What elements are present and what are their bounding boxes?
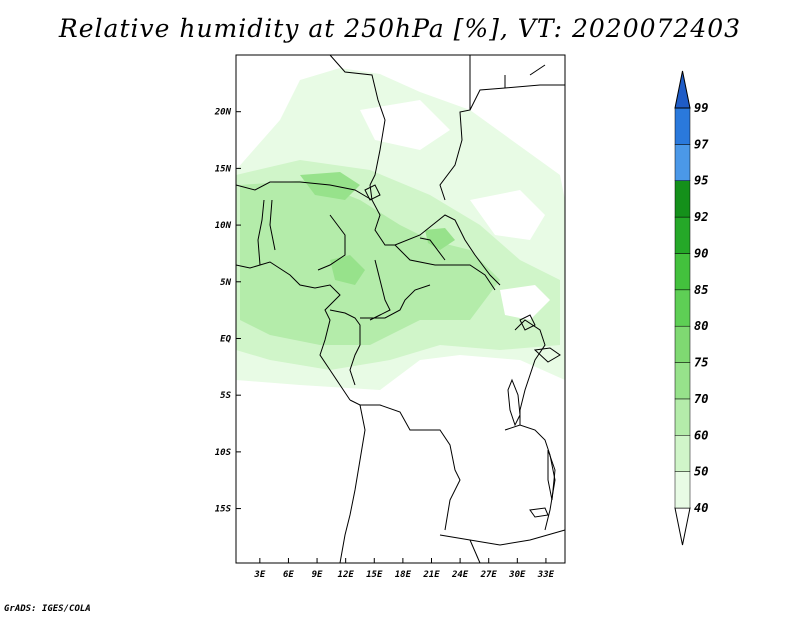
lon-tick-label: 33E	[537, 570, 555, 580]
colorbar-segment	[674, 289, 691, 327]
colorbar: 40 50 60 70 75 80 85 90 92 95 97 99	[674, 70, 709, 546]
longitude-axis: 3E 6E 9E 12E 15E 18E 21E 24E 27E 30E 33E	[253, 558, 555, 580]
colorbar-segment	[674, 216, 691, 254]
lat-tick-label: 15S	[215, 505, 232, 515]
colorbar-segment	[674, 398, 691, 436]
colorbar-segment	[674, 107, 691, 145]
colorbar-label: 50	[694, 465, 708, 479]
lon-tick-label: 27E	[480, 570, 498, 580]
colorbar-segment	[674, 435, 691, 472]
map-title: Relative humidity at 250hPa [%], VT: 202…	[58, 14, 742, 43]
colorbar-segment	[674, 144, 691, 181]
colorbar-label: 60	[694, 428, 708, 442]
colorbar-label: 92	[694, 210, 708, 224]
humidity-zone-dry-2	[500, 285, 550, 320]
lat-tick-label: 5N	[220, 278, 231, 288]
latitude-axis: 20N 15N 10N 5N EQ 5S 10S 15S	[214, 108, 241, 515]
lat-tick-label: 15N	[215, 164, 232, 174]
lat-tick-label: 20N	[214, 108, 232, 118]
colorbar-label: 40	[694, 501, 708, 515]
lat-tick-label: EQ	[220, 334, 231, 344]
colorbar-label: 70	[694, 392, 708, 406]
humidity-zone-high-3	[425, 228, 455, 250]
lat-tick-label: 10N	[215, 221, 232, 231]
colorbar-segment	[674, 325, 691, 363]
lon-tick-label: 15E	[366, 570, 383, 580]
humidity-zone-high-1	[300, 172, 360, 200]
colorbar-label: 80	[694, 319, 708, 333]
lon-tick-label: 21E	[422, 570, 440, 580]
lon-tick-label: 12E	[338, 570, 355, 580]
lon-tick-label: 18E	[395, 570, 412, 580]
lat-tick-label: 10S	[215, 448, 232, 458]
colorbar-under-triangle	[674, 507, 691, 546]
lat-tick-label: 5S	[220, 391, 231, 401]
colorbar-label: 95	[694, 174, 708, 188]
lon-tick-label: 30E	[508, 570, 526, 580]
map-panel	[235, 54, 566, 564]
colorbar-over-triangle	[674, 70, 691, 109]
humidity-shading	[236, 68, 565, 390]
lon-tick-label: 24E	[451, 570, 469, 580]
colorbar-segment	[674, 471, 691, 509]
colorbar-segment	[674, 180, 691, 218]
humidity-zone-core	[240, 180, 500, 345]
colorbar-segment	[674, 362, 691, 400]
map-frame	[235, 54, 566, 564]
lon-tick-label: 6E	[283, 570, 294, 580]
colorbar-segment	[674, 253, 691, 291]
colorbar-label: 85	[694, 283, 708, 297]
country-borders	[235, 54, 566, 564]
colorbar-label: 90	[694, 246, 708, 260]
lon-tick-label: 9E	[312, 570, 323, 580]
colorbar-label: 75	[694, 356, 708, 370]
colorbar-label: 99	[694, 101, 708, 115]
lakes	[364, 184, 561, 518]
humidity-zone-high-2	[330, 255, 365, 285]
colorbar-label: 97	[694, 137, 709, 151]
lon-tick-label: 3E	[253, 570, 265, 580]
grads-credit: GrADS: IGES/COLA	[4, 604, 91, 614]
humidity-zone-dry-1	[470, 190, 545, 240]
